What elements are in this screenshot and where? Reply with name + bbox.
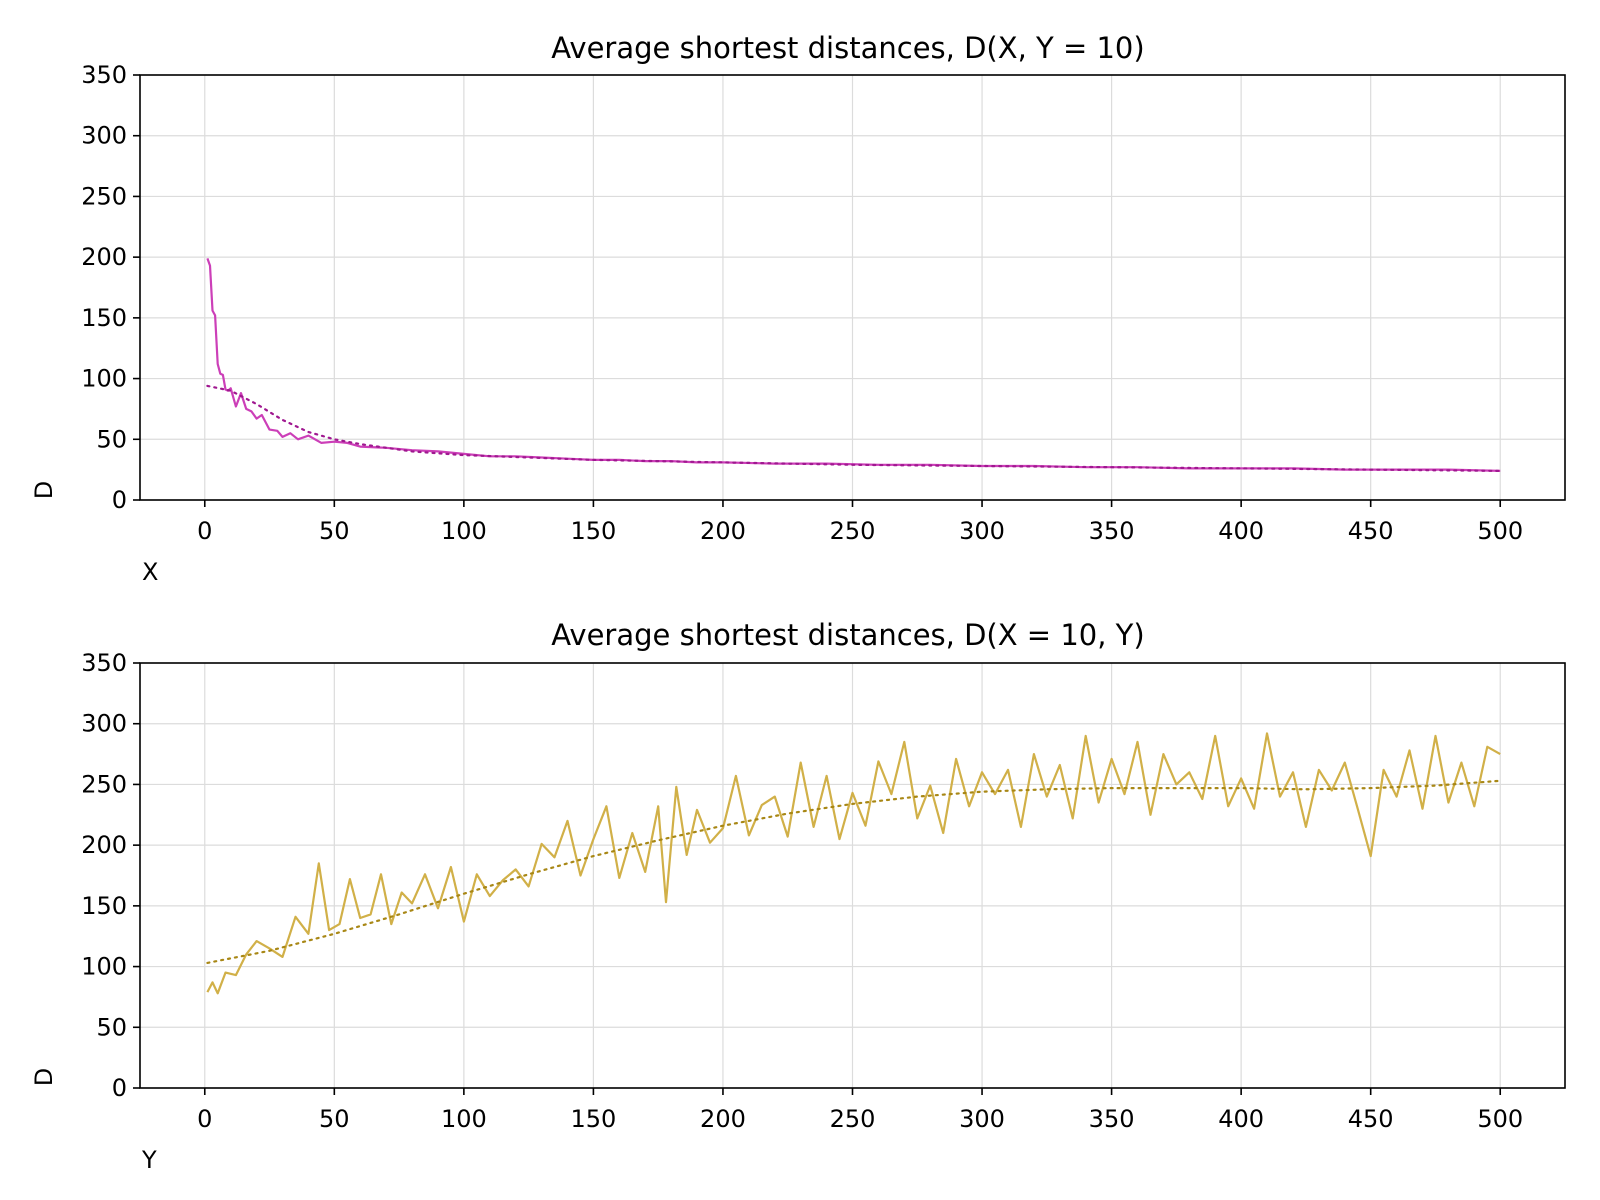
x-tick-label: 500 [1477, 517, 1523, 545]
x-tick-label: 0 [197, 1105, 212, 1133]
series-group [206, 258, 1502, 472]
chart-title: Average shortest distances, D(X = 10, Y) [551, 618, 1144, 652]
ticks: 0 50 100 150 200 250 300 350 400 450 500 0 50 100 150 2… [81, 649, 1523, 1133]
x-tick-label: 100 [441, 517, 487, 545]
y-tick-label: 50 [96, 1013, 127, 1041]
trend-line [206, 779, 1502, 965]
y-tick-label: 250 [81, 182, 127, 210]
y-tick-label: 200 [81, 243, 127, 271]
x-tick-label: 500 [1477, 1105, 1523, 1133]
x-tick-label: 400 [1218, 1105, 1264, 1133]
x-tick-label: 350 [1089, 517, 1135, 545]
x-tick-label: 450 [1348, 517, 1394, 545]
y-tick-label: 50 [96, 425, 127, 453]
chart-panel-x: Average shortest distances, D(X, Y = 10)… [30, 31, 1566, 586]
x-tick-label: 200 [700, 517, 746, 545]
chart-title: Average shortest distances, D(X, Y = 10) [551, 31, 1144, 65]
y-tick-label: 150 [81, 304, 127, 332]
x-tick-label: 50 [319, 1105, 350, 1133]
trend-line [206, 384, 1502, 472]
x-tick-label: 200 [700, 1105, 746, 1133]
chart-panel-y: Average shortest distances, D(X = 10, Y)… [30, 618, 1566, 1174]
y-tick-label: 350 [81, 649, 127, 677]
x-tick-label: 150 [571, 517, 617, 545]
x-tick-label: 350 [1089, 1105, 1135, 1133]
y-tick-label: 200 [81, 831, 127, 859]
x-tick-label: 50 [319, 517, 350, 545]
x-tick-label: 400 [1218, 517, 1264, 545]
series-group [206, 732, 1502, 995]
y-tick-label: 100 [81, 953, 127, 981]
y-tick-label: 300 [81, 710, 127, 738]
y-axis-label: D [30, 1068, 58, 1086]
data-line [206, 732, 1501, 995]
y-tick-label: 300 [81, 122, 127, 150]
x-tick-label: 250 [830, 1105, 876, 1133]
x-tick-label: 450 [1348, 1105, 1394, 1133]
x-tick-label: 150 [571, 1105, 617, 1133]
grid [140, 662, 1565, 1089]
y-tick-label: 0 [112, 1074, 127, 1102]
y-tick-label: 100 [81, 365, 127, 393]
x-axis-label: Y [141, 1146, 157, 1174]
y-tick-label: 0 [112, 486, 127, 514]
x-tick-label: 300 [959, 517, 1005, 545]
x-tick-label: 300 [959, 1105, 1005, 1133]
y-tick-label: 150 [81, 892, 127, 920]
y-tick-label: 350 [81, 61, 127, 89]
grid [140, 74, 1565, 501]
x-tick-label: 100 [441, 1105, 487, 1133]
y-tick-label: 250 [81, 770, 127, 798]
x-axis-label: X [142, 558, 158, 586]
x-tick-label: 0 [197, 517, 212, 545]
y-axis-label: D [30, 481, 58, 499]
ticks: 0 50 100 150 200 250 300 350 400 450 500 0 50 100 150 2… [81, 61, 1523, 545]
x-tick-label: 250 [830, 517, 876, 545]
